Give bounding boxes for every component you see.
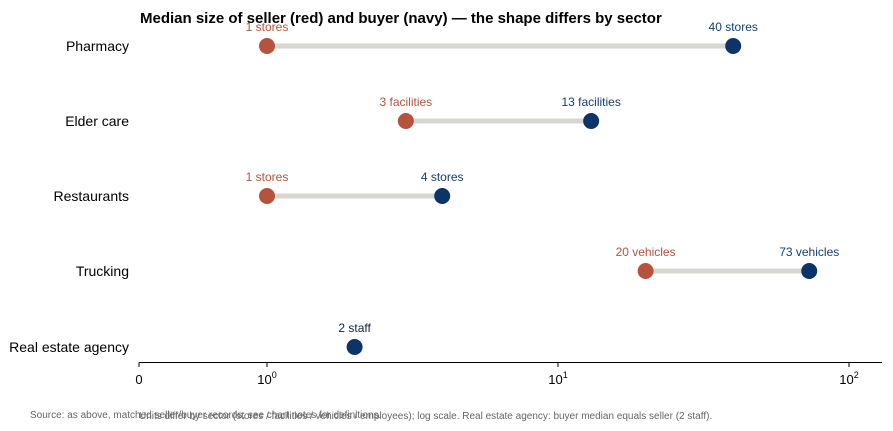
row-pharmacy: Pharmacy 1 stores 40 stores	[66, 20, 758, 54]
buyer-dot	[725, 38, 742, 54]
footnote-units: Units differ by sector (stores / facilit…	[139, 411, 712, 422]
plot-area: Pharmacy 1 stores 40 stores Elder care 3 fac…	[9, 20, 839, 355]
seller-value-label: 1 stores	[246, 20, 289, 34]
category-label: Trucking	[76, 263, 129, 279]
x-axis-ticks: 0 100 101 102	[135, 362, 859, 387]
row-trucking: Trucking 20 vehicles 73 vehicles	[76, 245, 839, 279]
category-label: Real estate agency	[9, 339, 129, 355]
seller-value-label: 3 facilities	[379, 95, 432, 109]
row-restaurants: Restaurants 1 stores 4 stores	[54, 170, 464, 204]
buyer-value-label: 13 facilities	[561, 95, 620, 109]
value-label: 2 staff	[338, 321, 371, 335]
category-label: Restaurants	[54, 188, 129, 204]
chart-title: Median size of seller (red) and buyer (n…	[140, 10, 662, 27]
category-label: Elder care	[65, 113, 129, 129]
seller-value-label: 1 stores	[246, 170, 289, 184]
seller-dot	[397, 113, 414, 129]
seller-dot	[259, 188, 275, 204]
buyer-value-label: 73 vehicles	[779, 245, 839, 259]
buyer-dot	[434, 188, 451, 204]
buyer-dot	[583, 113, 600, 129]
category-label: Pharmacy	[66, 38, 129, 54]
seller-dot	[259, 38, 275, 54]
x-tick-label: 0	[135, 372, 142, 387]
x-tick-label: 101	[548, 370, 567, 387]
x-tick-label: 100	[257, 370, 276, 387]
seller-value-label: 20 vehicles	[616, 245, 676, 259]
buyer-dot	[346, 339, 363, 355]
footnote-source: Source: as above, matched seller/buyer r…	[30, 410, 381, 421]
row-real-estate-agency: Real estate agency 2 staff	[9, 321, 371, 355]
buyer-dot	[801, 263, 818, 279]
buyer-value-label: 40 stores	[709, 20, 758, 34]
seller-dot	[637, 263, 654, 279]
x-tick-label: 102	[839, 370, 858, 387]
buyer-value-label: 4 stores	[421, 170, 464, 184]
row-elder-care: Elder care 3 facilities 13 facilities	[65, 95, 621, 129]
